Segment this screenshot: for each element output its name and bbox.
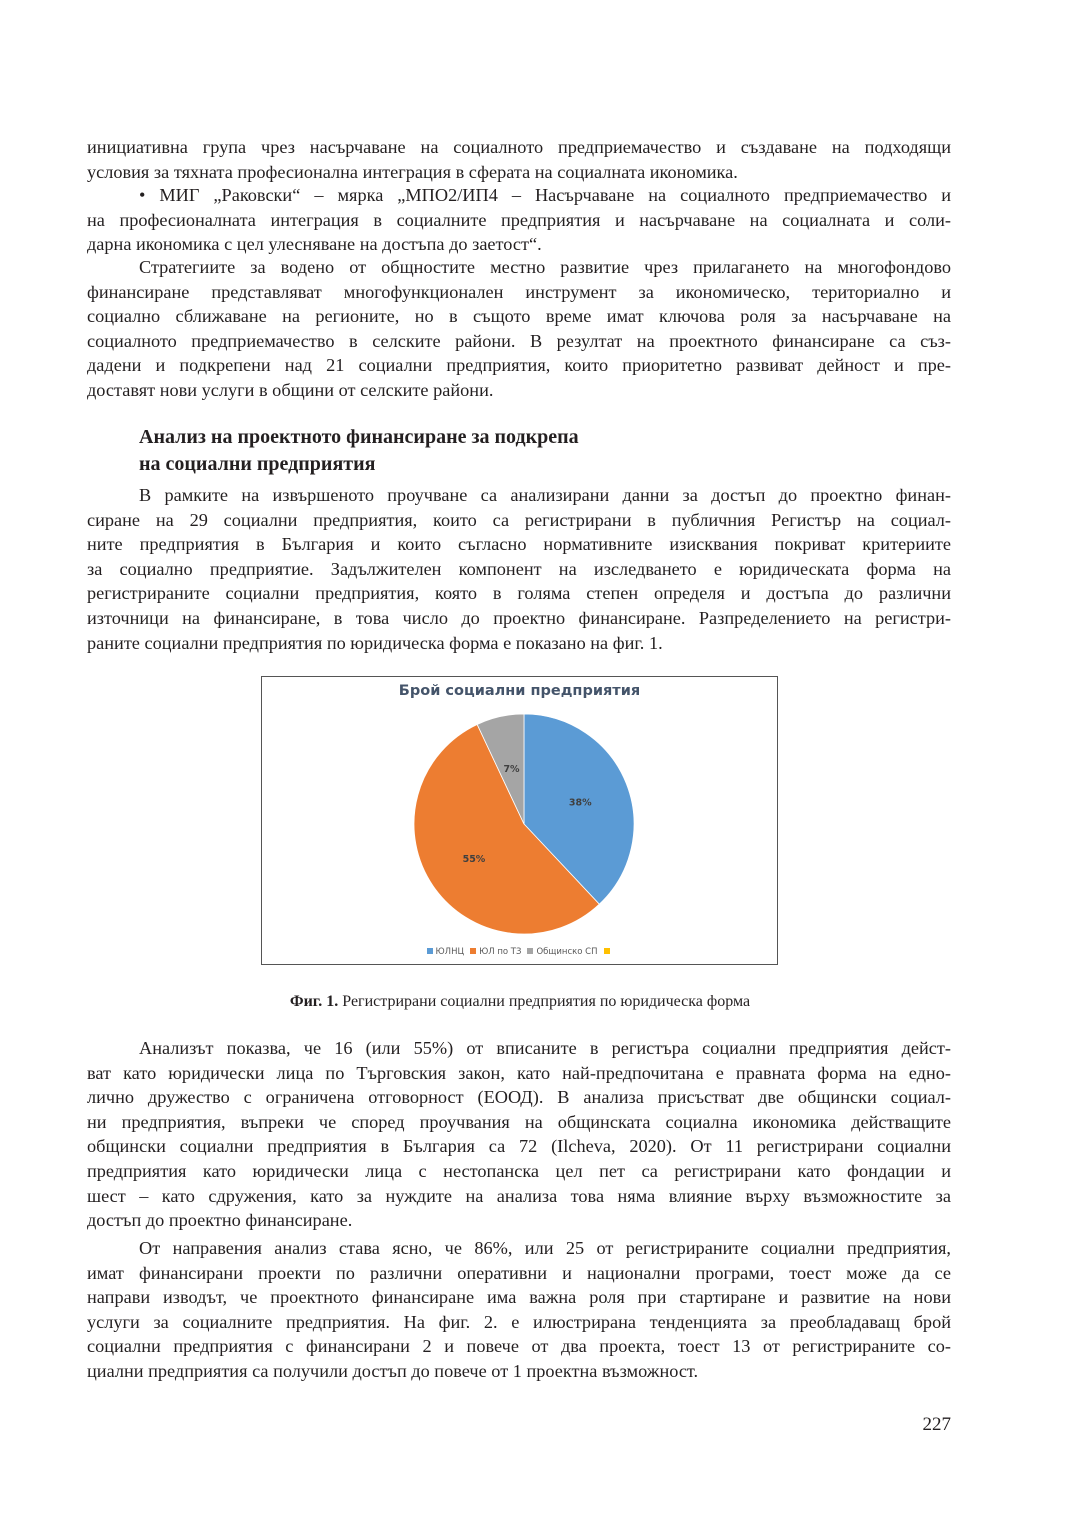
- figure-caption: Фиг. 1. Регистрирани социални предприяти…: [0, 993, 1040, 1011]
- text-line: раните социални предприятия по юридическ…: [87, 632, 663, 653]
- legend-label: Общинско СП: [536, 947, 598, 957]
- paragraph-6: От направения анализ става ясно, че 86%,…: [87, 1236, 951, 1384]
- page-number: 227: [922, 1414, 952, 1435]
- figure-1-pie-chart: Брой социални предприятия 38% 55% 7% ЮЛНЦ Ю…: [261, 676, 778, 965]
- text-line: достъп до проектно финансиране.: [87, 1210, 353, 1231]
- text-line: лично дружество с ограничена отговорност…: [87, 1087, 951, 1108]
- text-line: ни предприятия, въпреки че според проучв…: [87, 1111, 951, 1132]
- text-line: услуги за социалните предприятия. На фиг…: [87, 1311, 951, 1332]
- text-line: • МИГ „Раковски“ – мярка „МПО2/ИП4 – Нас…: [139, 185, 951, 205]
- text-line: ните предприятия в България и които съгл…: [87, 534, 951, 555]
- text-line: шест – като сдружения, като за нуждите н…: [87, 1185, 951, 1206]
- legend-label: ЮЛНЦ: [435, 947, 465, 957]
- text-line: регистрираните социални предприятия, коя…: [87, 583, 951, 604]
- legend-item-0: ЮЛНЦ: [426, 947, 465, 957]
- text-line: доставят нови услуги в общини от селскит…: [87, 379, 494, 400]
- legend-item-2: Общинско СП: [527, 947, 598, 957]
- text-line: циални предприятия са получили достъп до…: [87, 1360, 699, 1381]
- text-line: В рамките на извършеното проучване са ан…: [139, 485, 951, 505]
- figure-label: Фиг. 1.: [289, 993, 339, 1010]
- text-line: предприятия като юридически лица с несто…: [87, 1160, 951, 1181]
- paragraph-1: инициативна група чрез насърчаване на со…: [87, 135, 951, 184]
- text-line: за социално предприятие. Задължителен ко…: [87, 558, 951, 579]
- text-line: инициативна група чрез насърчаване на со…: [87, 137, 951, 157]
- paragraph-3: Стратегиите за водено от общностите мест…: [87, 255, 951, 403]
- text-line: дадени и подкрепени над 21 социални пред…: [87, 355, 951, 376]
- paragraph-5: Анализът показва, че 16 (или 55%) от впи…: [87, 1036, 951, 1233]
- legend-swatch: [470, 948, 477, 954]
- paragraph-4: В рамките на извършеното проучване са ан…: [87, 483, 951, 655]
- legend-item-3: [603, 947, 613, 957]
- chart-title: Брой социални предприятия: [398, 683, 641, 699]
- text-line: социални предприятия с финансирани 2 и п…: [87, 1336, 951, 1357]
- bullet-paragraph: • МИГ „Раковски“ – мярка „МПО2/ИП4 – Нас…: [87, 183, 951, 257]
- text-line: ват като юридически лица по Търговския з…: [87, 1062, 951, 1083]
- text-line: условия за тяхната професионална интегра…: [87, 161, 738, 182]
- figure-caption-text: Регистрирани социални предприятия по юри…: [338, 993, 751, 1010]
- legend-swatch: [603, 948, 610, 954]
- chart-legend: ЮЛНЦ ЮЛ по ТЗ Общинско СП: [262, 947, 777, 957]
- text-line: направи изводът, че проектното финансира…: [87, 1287, 951, 1308]
- legend-swatch: [527, 948, 534, 954]
- text-line: социалното предприемачество в селските р…: [87, 330, 951, 351]
- pie-slice-0: [523, 713, 635, 905]
- text-line: на професионалната интеграция в социални…: [87, 209, 951, 230]
- text-line: социално сближаване на регионите, но в с…: [87, 306, 951, 327]
- text-line: източници на финансиране, в това число д…: [87, 607, 951, 628]
- data-label-0: 38%: [569, 798, 592, 809]
- section-heading-line-2: на социални предприятия: [139, 453, 376, 475]
- text-line: Анализът показва, че 16 (или 55%) от впи…: [139, 1038, 951, 1058]
- data-label-2: 7%: [503, 764, 520, 775]
- section-heading-line-1: Анализ на проектното финансиране за подк…: [139, 426, 579, 448]
- pie-slice-2: [476, 713, 525, 825]
- text-line: имат финансирани проекти по различни опе…: [87, 1262, 951, 1283]
- legend-item-1: ЮЛ по ТЗ: [470, 947, 521, 957]
- text-line: сиране на 29 социални предприятия, които…: [87, 509, 951, 530]
- legend-swatch: [426, 948, 433, 954]
- text-line: общински социални предприятия в България…: [87, 1136, 951, 1157]
- pie-slice-1: [413, 723, 600, 935]
- text-line: Стратегиите за водено от общностите мест…: [139, 257, 951, 277]
- pie-svg: 38% 55% 7%: [413, 713, 635, 935]
- text-line: От направения анализ става ясно, че 86%,…: [139, 1238, 951, 1258]
- data-label-1: 55%: [463, 854, 486, 865]
- text-line: финансиране представляват многофункциона…: [87, 281, 951, 302]
- text-line: дарна икономика с цел улесняване на дост…: [87, 234, 542, 255]
- legend-label: ЮЛ по ТЗ: [479, 947, 522, 957]
